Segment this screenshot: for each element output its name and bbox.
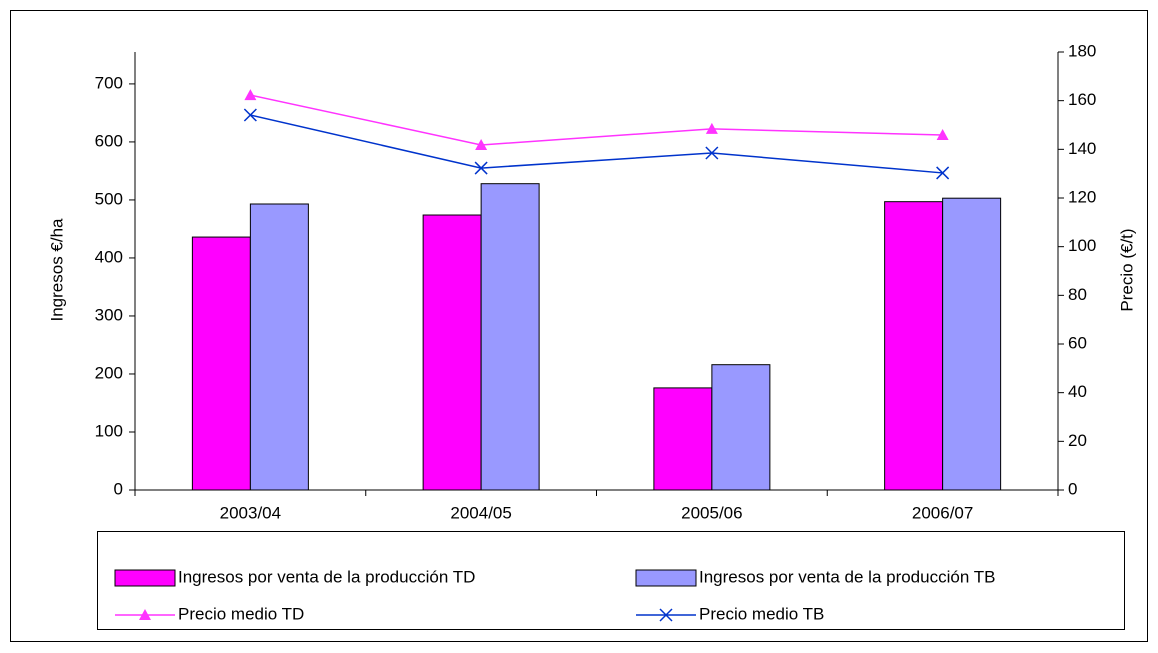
x-tick-label: 2003/04 <box>220 503 281 522</box>
y-tick-label: 300 <box>95 305 123 324</box>
legend-label: Precio medio TB <box>699 604 824 623</box>
marker <box>705 122 718 134</box>
legend-swatch <box>635 569 697 587</box>
legend-label: Ingresos por venta de la producción TD <box>178 567 475 586</box>
y2-tick-label: 100 <box>1068 236 1096 255</box>
y2-tick-label: 60 <box>1068 333 1087 352</box>
y2-tick-label: 0 <box>1068 479 1077 498</box>
y-tick-label: 0 <box>114 479 123 498</box>
y-tick-label: 100 <box>95 421 123 440</box>
y-tick-label: 400 <box>95 247 123 266</box>
y-tick-label: 500 <box>95 189 123 208</box>
line <box>250 94 943 146</box>
line <box>250 114 943 174</box>
y-tick-label: 700 <box>95 73 123 92</box>
y-tick-label: 600 <box>95 131 123 150</box>
legend-label: Ingresos por venta de la producción TB <box>699 567 995 586</box>
y2-axis-label: Precio (€/t) <box>1117 228 1136 311</box>
y2-tick-label: 140 <box>1068 139 1096 158</box>
legend-label: Precio medio TD <box>178 604 304 623</box>
y2-tick-label: 20 <box>1068 431 1087 450</box>
y2-tick-label: 80 <box>1068 285 1087 304</box>
bar <box>711 364 771 491</box>
legend-swatch <box>114 569 176 587</box>
bar <box>480 183 540 491</box>
y2-tick-label: 160 <box>1068 90 1096 109</box>
marker <box>475 138 488 150</box>
y-axis-label: Ingresos €/ha <box>47 218 66 322</box>
y2-tick-label: 40 <box>1068 382 1087 401</box>
bar <box>942 197 1002 491</box>
marker <box>474 161 488 175</box>
legend-box <box>97 531 1125 630</box>
bar <box>884 201 944 491</box>
legend-marker <box>659 608 673 622</box>
marker <box>244 89 257 101</box>
bar <box>422 214 482 491</box>
x-tick-label: 2005/06 <box>681 503 742 522</box>
legend-marker <box>139 609 151 620</box>
marker <box>936 128 949 140</box>
y-tick-label: 200 <box>95 363 123 382</box>
bar <box>653 387 713 491</box>
x-tick-label: 2006/07 <box>912 503 973 522</box>
marker <box>243 108 257 122</box>
marker <box>705 146 719 160</box>
bar <box>191 236 251 491</box>
x-tick-label: 2004/05 <box>450 503 511 522</box>
marker <box>936 166 950 180</box>
y2-tick-label: 180 <box>1068 41 1096 60</box>
y2-tick-label: 120 <box>1068 187 1096 206</box>
bar <box>249 203 309 491</box>
